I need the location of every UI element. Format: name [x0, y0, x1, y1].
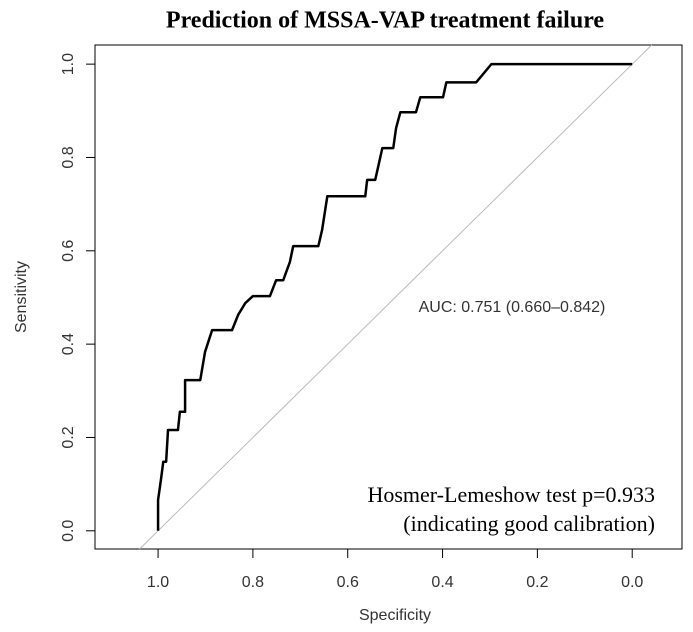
- x-tick-label: 0.6: [337, 574, 359, 591]
- y-tick-label: 0.8: [60, 146, 77, 168]
- y-tick-label: 0.2: [60, 426, 77, 448]
- x-axis-label: Specificity: [359, 607, 431, 624]
- auc-annotation: AUC: 0.751 (0.660–0.842): [419, 299, 606, 316]
- y-axis-label: Sensitivity: [13, 261, 30, 333]
- plot-frame: [94, 44, 683, 550]
- x-tick-label: 0.0: [621, 574, 643, 591]
- hl-annotation: Hosmer-Lemeshow test p=0.933: [367, 482, 655, 507]
- x-tick-label: 0.2: [526, 574, 548, 591]
- x-tick-label: 0.4: [431, 574, 453, 591]
- hl-annotation: (indicating good calibration): [403, 511, 655, 536]
- chart-title: Prediction of MSSA-VAP treatment failure: [166, 8, 605, 34]
- x-tick-label: 0.8: [242, 574, 264, 591]
- roc-curve: [156, 62, 633, 531]
- y-tick-label: 0.6: [60, 240, 77, 262]
- y-tick-label: 1.0: [60, 53, 77, 75]
- x-tick-label: 1.0: [147, 574, 169, 591]
- y-tick-label: 0.0: [60, 520, 77, 542]
- reference-diagonal: [139, 44, 653, 550]
- y-tick-label: 0.4: [60, 333, 77, 355]
